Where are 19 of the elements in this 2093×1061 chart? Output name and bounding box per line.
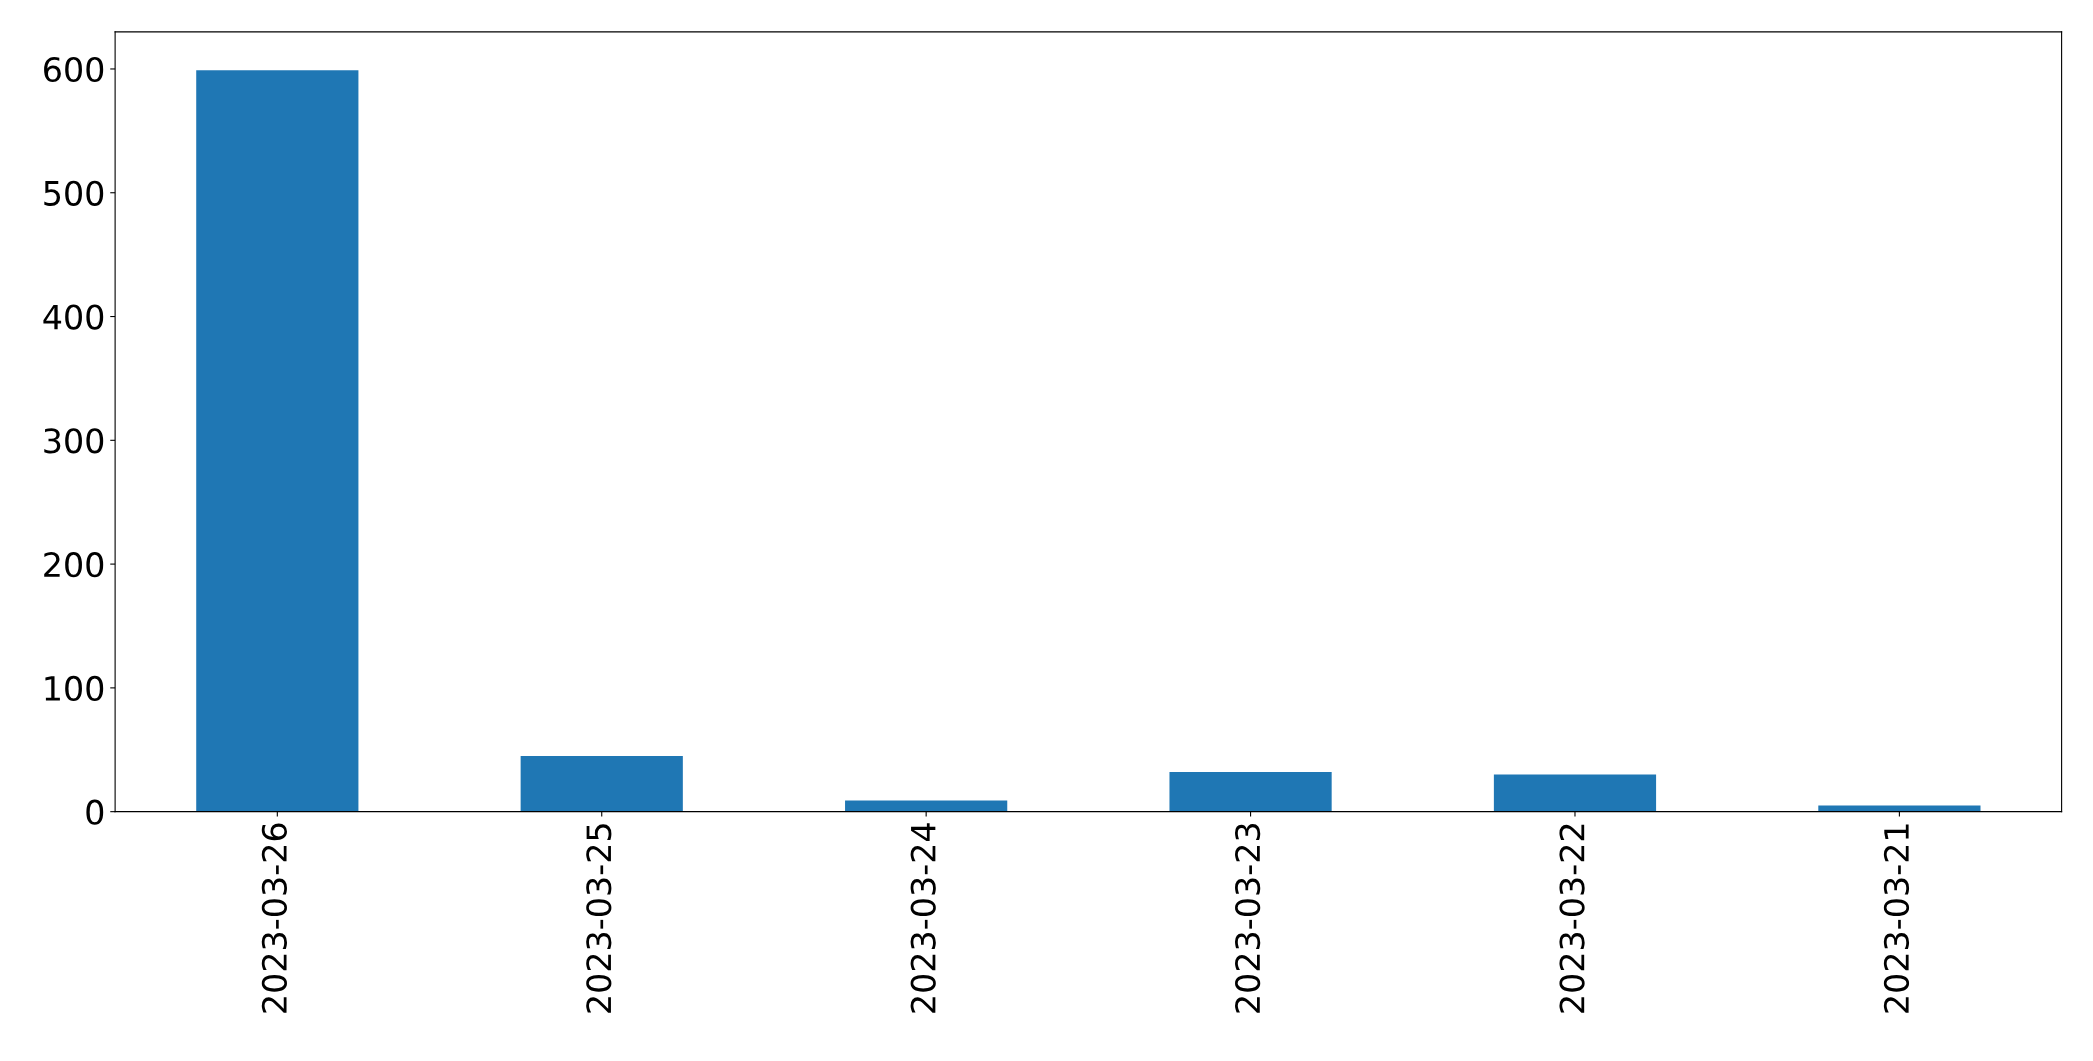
x-tick-label: 2023-03-24 [910,823,936,1013]
bar [845,800,1008,812]
bar [196,70,359,812]
x-tick-label: 2023-03-25 [586,824,612,1013]
bar [1818,805,1981,812]
y-tick-label: 400 [43,304,104,330]
x-tick-label: 2023-03-22 [1559,824,1585,1013]
y-tick-label: 200 [44,552,104,578]
y-tick-label: 0 [86,799,104,825]
bar [1169,772,1332,812]
bar [1493,774,1657,812]
y-tick-label: 600 [44,56,104,83]
y-tick-label: 500 [44,180,104,206]
bar [520,755,683,812]
x-tick-label: 2023-03-21 [1883,824,1910,1013]
x-tick-label: 2023-03-23 [1235,824,1261,1013]
x-tick-label: 2023-03-26 [261,823,287,1013]
y-tick-label: 300 [44,428,104,454]
y-tick-label: 100 [45,675,104,702]
